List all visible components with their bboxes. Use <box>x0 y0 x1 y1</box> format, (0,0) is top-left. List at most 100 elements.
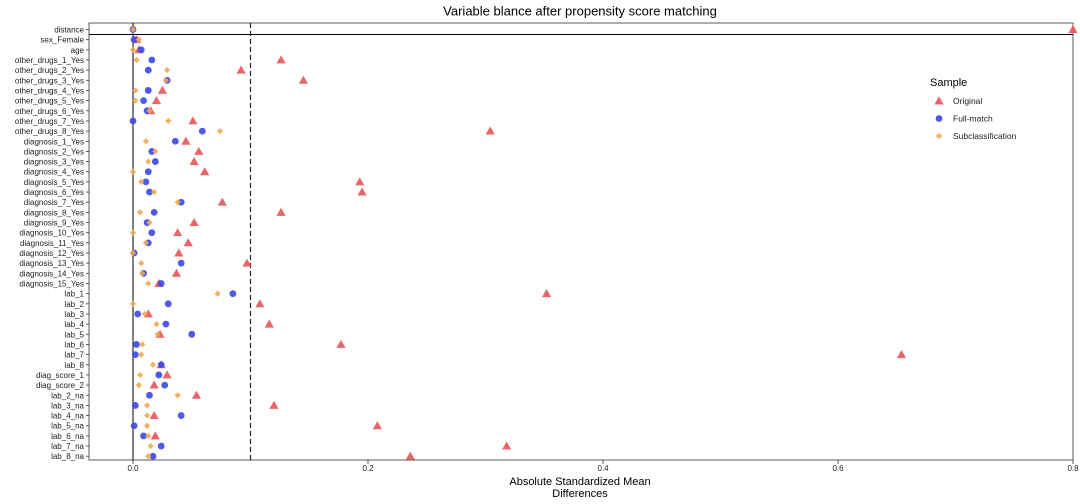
data-point <box>139 270 146 277</box>
data-point <box>144 422 151 429</box>
data-point <box>372 421 382 430</box>
legend-label: Full-match <box>953 114 993 124</box>
y-tick-label: lab_7 <box>64 351 84 360</box>
data-point <box>149 410 159 420</box>
data-point <box>142 138 150 145</box>
data-point <box>129 26 137 33</box>
y-tick-label: distance <box>54 26 84 35</box>
data-point <box>189 156 199 166</box>
legend-key-original <box>934 96 944 105</box>
data-point <box>144 402 151 409</box>
y-tick-label: diagnosis_4_Yes <box>24 168 84 177</box>
data-point <box>146 219 153 226</box>
y-tick-label: other_drugs_2_Yes <box>15 66 84 75</box>
data-point <box>150 208 158 216</box>
y-tick-label: lab_7_na <box>51 442 84 451</box>
data-point <box>145 432 152 439</box>
y-tick-label: other_drugs_7_Yes <box>15 117 84 126</box>
data-point <box>154 331 161 338</box>
data-point <box>151 158 159 165</box>
y-tick-label: lab_8_na <box>51 452 84 461</box>
data-point <box>131 402 139 409</box>
y-tick-label: diagnosis_2_Yes <box>24 147 84 156</box>
x-axis-label-line-2: Differences <box>552 488 608 500</box>
data-point <box>130 36 138 44</box>
y-tick-label: lab_8 <box>64 361 84 370</box>
data-point <box>276 207 286 216</box>
y-tick-label: lab_1 <box>64 290 84 299</box>
data-point <box>144 168 152 176</box>
y-tick-label: lab_3 <box>64 310 84 319</box>
y-tick-label: diagnosis_1_Yes <box>24 137 84 146</box>
data-point <box>191 390 202 399</box>
data-point <box>174 199 181 206</box>
y-tick-label: diagnosis_14_Yes <box>19 269 84 278</box>
data-point <box>129 300 137 307</box>
y-tick-label: other_drugs_5_Yes <box>15 97 84 106</box>
data-point <box>357 187 367 196</box>
data-point <box>157 85 167 94</box>
y-tick-label: age <box>71 46 85 55</box>
data-point <box>162 320 170 328</box>
data-point <box>144 66 152 74</box>
data-point <box>188 330 196 338</box>
y-tick-label: diagnosis_3_Yes <box>24 158 84 167</box>
data-point <box>146 107 153 114</box>
data-point <box>157 361 165 369</box>
data-point <box>216 128 224 135</box>
data-point <box>173 228 183 237</box>
y-tick-label: diagnosis_9_Yes <box>24 219 84 228</box>
data-point <box>405 451 415 460</box>
x-axis-label-line-1: Absolute Standardized Mean <box>509 476 650 488</box>
data-point <box>502 441 512 450</box>
y-tick-label: diagnosis_13_Yes <box>19 259 84 268</box>
y-tick-label: other_drugs_4_Yes <box>15 86 84 95</box>
data-point <box>145 453 152 460</box>
y-tick-label: other_drugs_1_Yes <box>15 56 84 65</box>
x-tick-label: 0.4 <box>597 464 609 473</box>
legend: Sample Original Full-match Subclassificati… <box>930 77 1017 141</box>
legend-label: Subclassification <box>953 131 1017 141</box>
plot-border <box>88 22 1074 461</box>
y-tick-label: other_drugs_6_Yes <box>15 107 84 116</box>
data-point <box>276 55 286 64</box>
y-tick-label: diagnosis_10_Yes <box>19 229 84 238</box>
data-point <box>147 442 154 450</box>
data-point <box>139 341 146 348</box>
data-point <box>132 97 139 104</box>
data-point <box>198 127 206 135</box>
data-point <box>129 168 137 175</box>
data-point <box>217 197 227 206</box>
data-point <box>174 392 181 399</box>
data-point <box>171 268 182 277</box>
data-point <box>171 137 179 145</box>
data-point <box>135 382 142 389</box>
data-point <box>150 431 160 440</box>
data-point <box>129 229 137 236</box>
data-point <box>264 319 274 328</box>
y-tick-label: lab_5_na <box>51 422 84 431</box>
data-point <box>146 391 153 399</box>
data-point <box>133 341 140 348</box>
data-point <box>135 36 142 43</box>
plot-area <box>88 22 1078 461</box>
x-tick-label: 0.0 <box>127 464 139 473</box>
y-tick-label: diagnosis_6_Yes <box>24 188 84 197</box>
x-tick-label: 0.8 <box>1067 464 1079 473</box>
data-point <box>149 452 157 460</box>
data-point <box>242 258 252 267</box>
y-tick-label: diag_score_2 <box>36 381 85 390</box>
legend-label: Original <box>953 96 982 106</box>
data-point <box>136 371 144 379</box>
y-tick-label: lab_6 <box>64 340 84 349</box>
data-point <box>162 77 169 84</box>
data-point <box>133 56 140 64</box>
y-tick-label: lab_6_na <box>51 432 84 441</box>
data-point <box>145 158 152 165</box>
data-point <box>177 412 185 419</box>
data-point <box>151 96 162 105</box>
y-tick-label: diagnosis_15_Yes <box>19 280 84 289</box>
data-point <box>137 46 145 54</box>
data-point <box>153 321 160 328</box>
